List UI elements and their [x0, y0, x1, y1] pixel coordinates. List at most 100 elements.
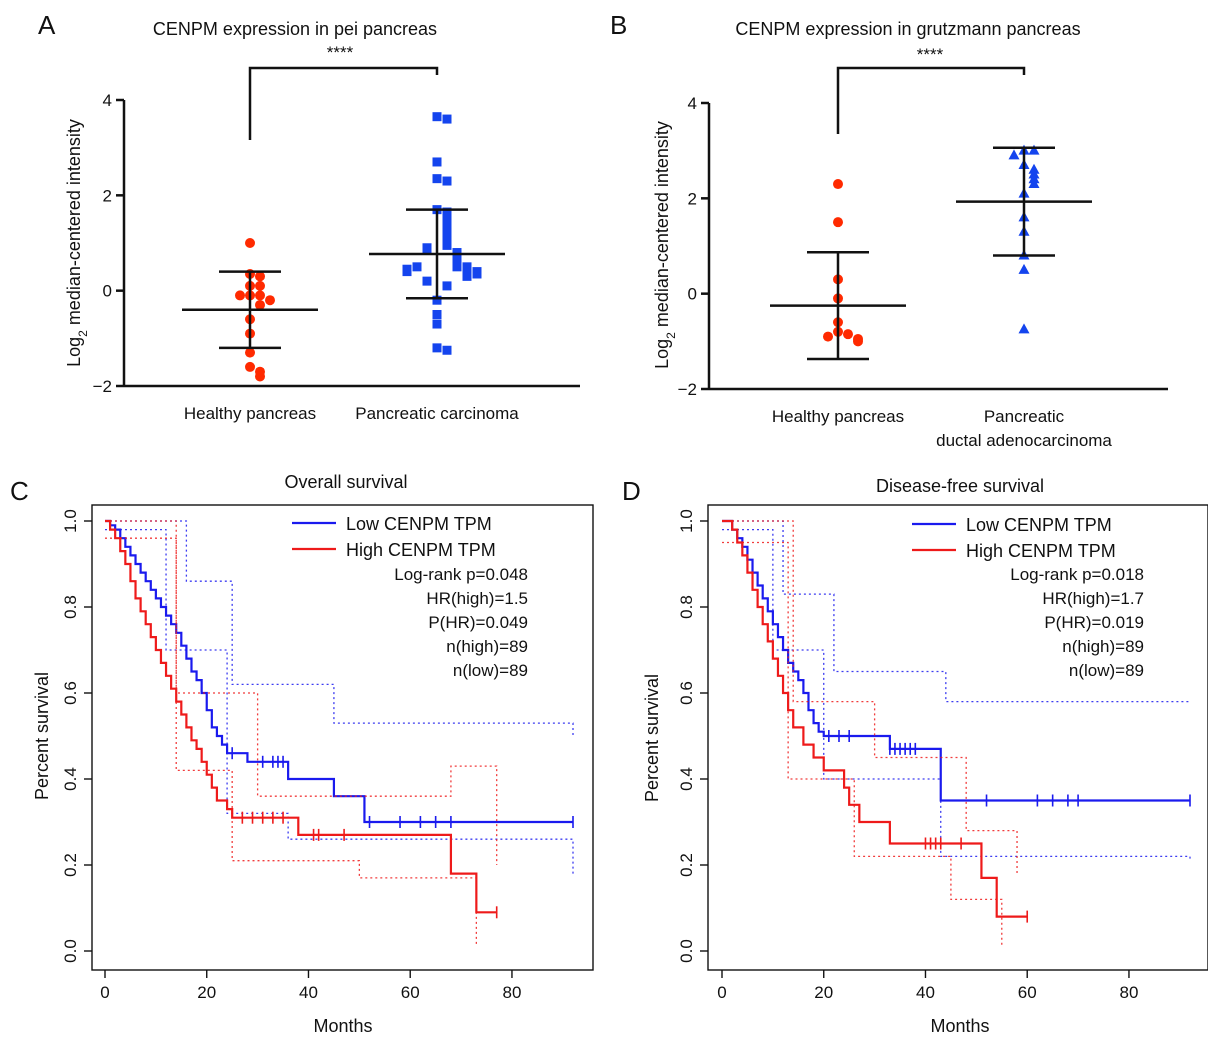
panel-a-ylabel: Log2 median-centered intensity — [64, 119, 90, 367]
panel-letter-b: B — [610, 10, 627, 40]
legend-label: Low CENPM TPM — [966, 515, 1112, 535]
panel-b-ylabel: Log2 median-centered intensity — [652, 121, 678, 369]
data-point — [442, 219, 452, 229]
x-tick-label: 40 — [916, 983, 935, 1002]
panel-a-title: CENPM expression in pei pancreas — [153, 19, 437, 39]
data-point — [245, 238, 255, 248]
x-tick-label: 80 — [502, 983, 521, 1002]
panel-c-xlabel: Months — [313, 1016, 372, 1036]
y-tick-label: 0.4 — [61, 767, 80, 791]
category-label: Pancreatic — [984, 407, 1065, 426]
data-point — [432, 174, 442, 184]
significance-bracket — [248, 66, 439, 140]
panel-d-title: Disease-free survival — [876, 476, 1044, 496]
data-point — [442, 236, 452, 246]
category-label: ductal adenocarcinoma — [936, 431, 1112, 450]
x-tick-label: 60 — [401, 983, 420, 1002]
stat-text: HR(high)=1.7 — [1042, 589, 1144, 608]
x-tick-label: 20 — [814, 983, 833, 1002]
data-point — [1018, 263, 1030, 274]
panel-c-ylabel: Percent survival — [32, 672, 52, 800]
survival-line — [722, 519, 1028, 918]
data-point — [442, 224, 452, 234]
data-point — [422, 245, 432, 255]
x-tick-label: 0 — [100, 983, 109, 1002]
y-tick-label: 0.8 — [677, 595, 696, 619]
panel-c-plot: 0 20 40 60 80 0.0 0.2 0.4 0.6 0.8 1.0 Low CENPM TPM… — [61, 504, 594, 1002]
data-point — [255, 290, 265, 301]
panel-d-xlabel: Months — [930, 1016, 989, 1036]
y-tick-label: −2 — [678, 380, 697, 399]
data-point — [442, 240, 452, 250]
data-point — [1018, 323, 1030, 334]
y-tick-label: 0.8 — [61, 595, 80, 619]
data-point — [452, 262, 462, 272]
data-point — [1028, 144, 1040, 155]
stat-text: n(high)=89 — [446, 637, 528, 656]
stat-text: n(low)=89 — [1069, 661, 1144, 680]
y-tick-label: 0.0 — [61, 939, 80, 963]
y-tick-label: 1.0 — [61, 509, 80, 533]
stat-text: Log-rank p=0.018 — [1010, 565, 1144, 584]
y-tick-label: 4 — [688, 94, 697, 113]
significance-bracket — [836, 66, 1026, 134]
stat-text: HR(high)=1.5 — [426, 589, 528, 608]
panel-a-significance: **** — [327, 43, 354, 62]
y-tick-label: 2 — [688, 189, 697, 208]
y-tick-label: 1.0 — [677, 509, 696, 533]
data-point — [245, 361, 255, 372]
stat-text: P(HR)=0.019 — [1044, 613, 1144, 632]
legend-label: Low CENPM TPM — [346, 514, 492, 534]
data-point — [255, 299, 265, 310]
data-point — [422, 276, 432, 286]
data-point — [432, 319, 442, 329]
data-point — [472, 269, 482, 279]
data-point — [412, 262, 422, 272]
stat-text: n(high)=89 — [1062, 637, 1144, 656]
ci-upper-line — [722, 520, 1018, 874]
ci-lower-line — [722, 541, 1003, 947]
y-tick-label: 0 — [688, 285, 697, 304]
data-point — [432, 343, 442, 353]
data-point — [235, 290, 245, 301]
data-point — [833, 217, 843, 228]
data-point — [442, 176, 452, 186]
data-point — [402, 267, 412, 277]
y-tick-label: 0 — [103, 282, 112, 301]
y-tick-label: −2 — [93, 377, 112, 396]
panel-c: C Overall survival Months Percent surviv… — [10, 472, 594, 1036]
panel-letter-d: D — [622, 476, 641, 506]
panel-a-plot: −2 0 2 4 Healthy pancreas Pancreatic carcinom… — [93, 66, 580, 423]
x-tick-label: 20 — [197, 983, 216, 1002]
y-tick-label: 0.6 — [61, 681, 80, 705]
legend-label: High CENPM TPM — [966, 541, 1116, 561]
ci-lower-line — [105, 528, 574, 874]
data-point — [442, 228, 452, 238]
survival-line — [105, 519, 497, 914]
data-point — [833, 179, 843, 190]
panel-d-ylabel: Percent survival — [642, 674, 662, 802]
data-point — [432, 157, 442, 167]
y-tick-label: 0.2 — [677, 853, 696, 877]
category-label: Pancreatic carcinoma — [355, 404, 519, 423]
stat-text: Log-rank p=0.048 — [394, 565, 528, 584]
x-tick-label: 40 — [299, 983, 318, 1002]
panel-c-title: Overall survival — [284, 472, 407, 492]
data-point — [462, 264, 472, 274]
data-point — [432, 295, 442, 305]
panel-b-significance: **** — [917, 45, 944, 64]
data-point — [442, 114, 452, 124]
stat-text: P(HR)=0.049 — [428, 613, 528, 632]
ci-lower-line — [722, 528, 1191, 861]
category-label: Healthy pancreas — [772, 407, 904, 426]
data-point — [265, 295, 275, 306]
y-tick-label: 0.6 — [677, 681, 696, 705]
plot-frame — [91, 504, 594, 971]
data-point — [843, 329, 853, 340]
panel-a: A CENPM expression in pei pancreas **** … — [38, 10, 580, 423]
panel-d: D Disease-free survival Months Percent s… — [622, 476, 1208, 1036]
x-tick-label: 0 — [717, 983, 726, 1002]
data-point — [1008, 149, 1020, 160]
ci-upper-line — [105, 520, 574, 736]
